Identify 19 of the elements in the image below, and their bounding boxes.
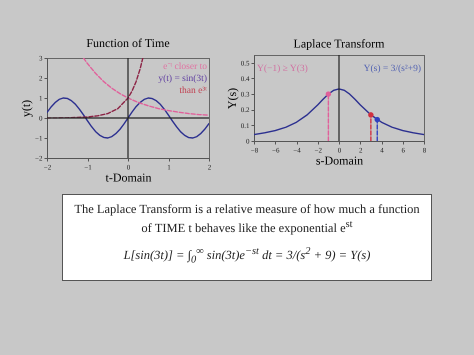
y-axis-title: y(t) [19,100,34,118]
text: The Laplace Transform is a relative measure of how much a function of TIME t behaves like the exponential e$^{st}$ [73,201,421,237]
y-axis-title: Y(s) [224,88,239,110]
point [374,116,380,122]
x-axis-title: t-Domain [106,170,152,184]
annotation: than e³ᵗ [179,86,208,96]
annotation: y(t) = sin(3t) [158,74,207,84]
x-axis-title: s-Domain [316,154,364,168]
annotation: e⁻ᵗ closer to [163,62,208,72]
line-series [254,88,424,136]
annotation: Y(−1) ≥ Y(3) [257,64,308,74]
chart-title: Function of Time [86,36,170,50]
annotation: Y(s) = 3/(s²+9) [364,64,421,74]
line-series [47,97,209,139]
point [326,91,332,97]
line-series [82,58,209,116]
chart-title: Laplace Transform [294,36,386,50]
text: L[sin(3t)] = ∫$_{0}$$^{∞}$ sin(3t)e$^{−st}$ dt = 3/(s$^{2}$ + 9) = Y(s) [122,244,372,268]
point [368,112,374,118]
